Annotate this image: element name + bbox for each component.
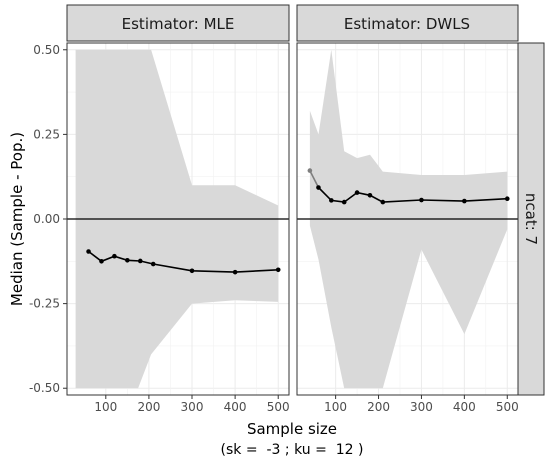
data-point-mle (232, 269, 238, 275)
data-point-dwls (341, 199, 347, 205)
y-tick-label: -0.25 (29, 297, 60, 311)
data-point-dwls (380, 199, 386, 205)
data-point-mle (275, 267, 281, 273)
data-point-mle (86, 249, 91, 254)
strip-mle-label: Estimator: MLE (122, 15, 235, 33)
data-point-dwls (462, 198, 467, 204)
data-point-dwls (504, 196, 510, 201)
x-tick-label: 200 (137, 400, 160, 414)
x-tick-label: 500 (496, 400, 519, 414)
y-axis-title: Median (Sample - Pop.) (8, 132, 26, 306)
x-tick-label: 300 (181, 400, 204, 414)
data-point-dwls (367, 193, 373, 198)
strip-mle-background (66, 4, 290, 42)
y-tick-label: -0.50 (29, 381, 60, 395)
strip-dwls-background (296, 4, 519, 42)
row-strip-label: ncat: 7 (522, 193, 540, 245)
x-tick-label: 100 (94, 400, 117, 414)
y-tick-label: 0.00 (33, 212, 60, 226)
data-point-dwls (316, 185, 321, 190)
x-tick-label: 200 (367, 400, 390, 414)
x-tick-label: 100 (324, 400, 347, 414)
strip-dwls-label: Estimator: DWLS (344, 15, 470, 33)
x-tick-label: 400 (224, 400, 247, 414)
x-axis-title: Sample size (247, 420, 337, 438)
series-first-segment-dwls (309, 170, 320, 188)
data-point-mle (99, 259, 104, 264)
x-tick-label: 400 (453, 400, 476, 414)
x-tick-label: 500 (267, 400, 290, 414)
data-point-dwls (354, 190, 360, 195)
data-point-mle (112, 253, 117, 259)
row-strip-background (517, 42, 545, 396)
x-axis-ticks: 100 200 300 400 500 100 200 300 400 500 (94, 395, 519, 414)
data-point-mle (125, 257, 130, 263)
y-axis-ticks: -0.50 -0.25 0.00 0.25 0.50 (29, 43, 67, 395)
points-mle (86, 249, 281, 275)
data-point-mle (189, 268, 195, 274)
data-point-dwls (307, 168, 313, 173)
data-point-mle (150, 261, 156, 267)
x-tick-label: 300 (410, 400, 433, 414)
data-point-mle (137, 258, 143, 264)
panel-mle: Estimator: MLE (66, 4, 290, 396)
y-tick-label: 0.25 (33, 127, 60, 141)
points-dwls (307, 168, 510, 205)
panel-dwls: Estimator: DWLS (296, 4, 519, 396)
y-tick-label: 0.50 (33, 43, 60, 57)
data-point-dwls (329, 198, 334, 203)
data-point-dwls (419, 197, 424, 203)
x-axis-subtitle: (sk = -3 ; ku = 12 ) (221, 442, 364, 458)
